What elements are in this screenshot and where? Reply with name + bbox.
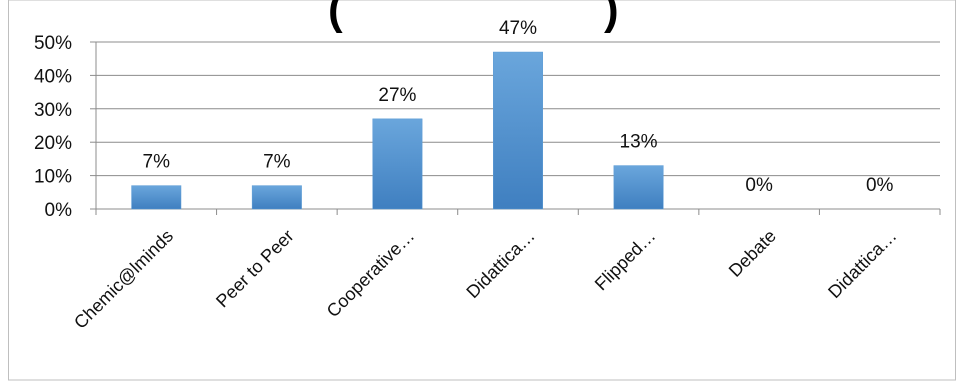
x-category-label: Cooperative… [323, 226, 419, 322]
y-tick-label: 50% [34, 33, 72, 54]
x-category-label: Didattica… [824, 226, 900, 302]
x-category-labels: Chemic@lminds Peer to Peer Cooperative… Did… [70, 226, 900, 333]
chart-border [8, 0, 956, 381]
x-category-label: Peer to Peer [212, 226, 298, 312]
bar [131, 185, 182, 210]
y-tick-label: 40% [34, 66, 72, 87]
data-labels: 7% 7% 27% 47% 13% 0% 0% [143, 18, 894, 196]
x-category-label: Didattica… [462, 226, 538, 302]
data-label: 27% [378, 85, 416, 106]
bars [131, 51, 664, 210]
y-tick-labels: 0% 10% 20% 30% 40% 50% [34, 33, 72, 221]
bar [613, 165, 664, 210]
x-category-label: Chemic@lminds [70, 226, 177, 333]
data-label: 0% [745, 175, 773, 196]
data-label: 7% [143, 152, 171, 173]
x-category-label: Debate [725, 226, 780, 281]
x-category-label: Flipped… [591, 226, 660, 295]
y-tick-label: 0% [45, 200, 73, 221]
data-label: 47% [499, 18, 537, 39]
data-label: 0% [866, 175, 894, 196]
bar [251, 185, 302, 210]
title-close-paren: ) [604, 0, 619, 34]
y-tick-label: 30% [34, 100, 72, 121]
data-label: 7% [263, 152, 291, 173]
bar [493, 51, 543, 210]
bar [372, 118, 423, 210]
y-tick-label: 20% [34, 133, 72, 154]
y-tick-label: 10% [34, 167, 72, 188]
title-open-paren: ( [328, 0, 343, 34]
data-label: 13% [620, 132, 658, 153]
